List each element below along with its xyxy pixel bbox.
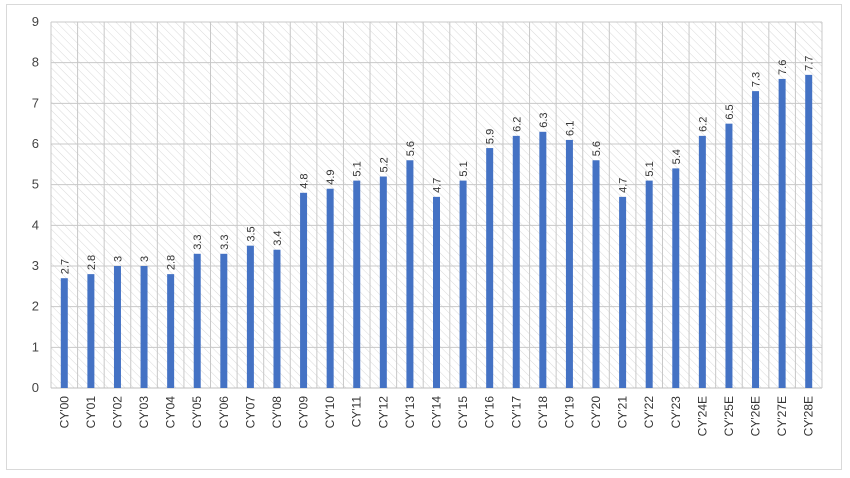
data-label: 5.9 [485,129,497,144]
x-tick-label: CY'10 [323,396,337,429]
data-label: 6.5 [724,104,736,119]
x-tick-label: CY'01 [84,396,98,429]
bar [167,274,175,388]
data-label: 4.9 [325,169,337,184]
data-label: 6.2 [697,117,709,132]
bar [565,139,573,388]
data-label: 5.4 [671,149,683,164]
x-tick-label: CY'00 [57,396,71,429]
data-label: 7.7 [804,56,816,71]
bar [486,148,494,388]
x-tick-label: CY'09 [297,396,311,429]
data-label: 5.6 [405,141,417,156]
x-tick-label: CY'22 [642,396,656,429]
x-tick-label: CY'24E [695,396,709,436]
y-tick-label: 4 [32,217,39,232]
data-label: 7.6 [777,60,789,75]
bar [140,266,148,388]
bar [752,91,760,388]
bar [512,135,520,388]
data-label: 3 [139,256,151,262]
x-tick-label: CY'14 [430,396,444,429]
x-tick-label: CY'06 [217,396,231,429]
x-tick-label: CY'25E [722,396,736,436]
bar [300,192,308,388]
bar [778,78,786,388]
data-label: 3.4 [272,230,284,245]
data-label: 5.2 [378,157,390,172]
bar [619,196,627,388]
y-tick-label: 3 [32,258,39,273]
bar [698,135,706,388]
y-tick-label: 5 [32,177,39,192]
data-label: 3.3 [192,235,204,250]
bar [379,176,387,388]
data-label: 4.7 [432,178,444,193]
bar [353,180,361,388]
bar [805,74,813,388]
x-tick-label: CY'05 [190,396,204,429]
data-label: 5.1 [458,161,470,176]
y-tick-label: 2 [32,299,39,314]
x-tick-label: CY'18 [536,396,550,429]
bar [592,160,600,388]
x-tick-label: CY'02 [110,396,124,429]
data-label: 6.2 [511,117,523,132]
x-tick-label: CY'17 [509,396,523,429]
x-tick-label: CY'16 [483,396,497,429]
bar [672,168,680,388]
data-label: 2.7 [59,259,71,274]
x-tick-label: CY'21 [616,396,630,429]
bar [220,253,228,388]
x-tick-label: CY'11 [350,396,364,428]
bar [113,266,121,388]
x-tick-label: CY'23 [669,396,683,429]
x-tick-label: CY'03 [137,396,151,429]
data-label: 5.6 [591,141,603,156]
data-label: 5.1 [644,161,656,176]
y-tick-label: 6 [32,136,39,151]
x-tick-label: CY'19 [562,396,576,429]
bar [539,131,547,389]
bar [60,278,68,388]
x-tick-label: CY'28E [802,396,816,436]
x-tick-label: CY'07 [243,396,257,429]
y-tick-label: 9 [32,14,39,29]
data-label: 2.8 [86,255,98,270]
y-tick-label: 1 [32,339,39,354]
bar [459,180,467,388]
bar [725,123,733,389]
y-tick-label: 0 [32,380,39,395]
x-tick-label: CY'12 [376,396,390,429]
data-label: 4.7 [618,178,630,193]
x-tick-label: CY'13 [403,396,417,429]
x-tick-label: CY'04 [164,396,178,429]
bar [87,274,95,388]
bar [273,249,281,388]
bar [326,188,334,388]
x-tick-label: CY'15 [456,396,470,429]
data-label: 2.8 [166,255,178,270]
data-label: 3 [112,256,124,262]
x-tick-label: CY'20 [589,396,603,429]
x-tick-label: CY'26E [749,396,763,436]
bar [406,160,414,388]
x-tick-label: CY'27E [775,396,789,436]
y-tick-label: 8 [32,55,39,70]
x-tick-label: CY'08 [270,396,284,429]
data-label: 6.3 [538,113,550,128]
data-label: 3.5 [245,226,257,241]
bar [193,253,201,388]
y-tick-label: 7 [32,95,39,110]
data-label: 4.8 [299,174,311,189]
data-label: 3.3 [219,235,231,250]
bar [645,180,653,388]
bar [246,245,254,388]
bar [433,196,440,388]
data-label: 5.1 [352,161,364,176]
data-label: 7.3 [751,72,763,87]
data-label: 6.1 [564,121,576,136]
